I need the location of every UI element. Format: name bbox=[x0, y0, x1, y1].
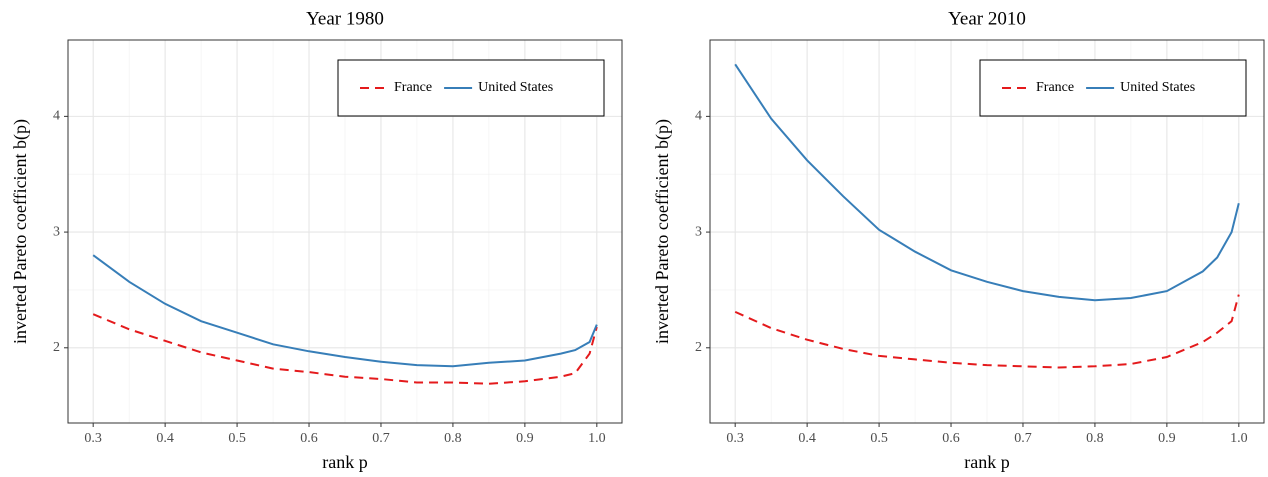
legend: France United States bbox=[337, 59, 605, 117]
x-tick-label: 0.4 bbox=[156, 431, 174, 446]
plot-border bbox=[67, 39, 623, 424]
x-tick-label: 1.0 bbox=[1230, 431, 1248, 446]
data-line bbox=[92, 313, 598, 385]
y-tick-label: 4 bbox=[695, 109, 702, 124]
x-tick-label: 0.3 bbox=[84, 431, 102, 446]
y-axis-label: inverted Pareto coefficient b(p) bbox=[652, 119, 673, 344]
x-tick-label: 0.5 bbox=[870, 431, 888, 446]
x-tick-label: 0.5 bbox=[228, 431, 246, 446]
chart-title: Year 2010 bbox=[948, 8, 1026, 29]
x-tick-label: 0.6 bbox=[300, 431, 318, 446]
x-tick-label: 0.3 bbox=[726, 431, 744, 446]
y-tick-label: 3 bbox=[695, 224, 702, 239]
legend-label: France bbox=[394, 80, 432, 95]
y-tick-label: 2 bbox=[695, 340, 702, 355]
x-tick-label: 0.9 bbox=[1158, 431, 1176, 446]
chart-title: Year 1980 bbox=[306, 8, 384, 29]
data-line bbox=[92, 254, 598, 368]
legend: France United States bbox=[979, 59, 1247, 117]
x-axis-label: rank p bbox=[322, 452, 367, 472]
legend-label: United States bbox=[478, 80, 553, 95]
legend-label: France bbox=[1036, 80, 1074, 95]
x-tick-label: 0.7 bbox=[1014, 431, 1032, 446]
y-tick-label: 4 bbox=[53, 109, 60, 124]
x-tick-label: 0.8 bbox=[1086, 431, 1104, 446]
x-tick-label: 0.8 bbox=[444, 431, 462, 446]
x-tick-label: 0.4 bbox=[798, 431, 816, 446]
plot-border bbox=[709, 39, 1265, 424]
data-line bbox=[734, 294, 1240, 369]
y-axis-label: inverted Pareto coefficient b(p) bbox=[10, 119, 31, 344]
y-tick-label: 2 bbox=[53, 340, 60, 355]
legend-label: United States bbox=[1120, 80, 1195, 95]
x-tick-label: 1.0 bbox=[588, 431, 606, 446]
x-tick-label: 0.9 bbox=[516, 431, 534, 446]
x-tick-label: 0.6 bbox=[942, 431, 960, 446]
y-tick-label: 3 bbox=[53, 224, 60, 239]
data-line bbox=[734, 63, 1240, 302]
x-axis-label: rank p bbox=[964, 452, 1009, 472]
x-tick-label: 0.7 bbox=[372, 431, 390, 446]
